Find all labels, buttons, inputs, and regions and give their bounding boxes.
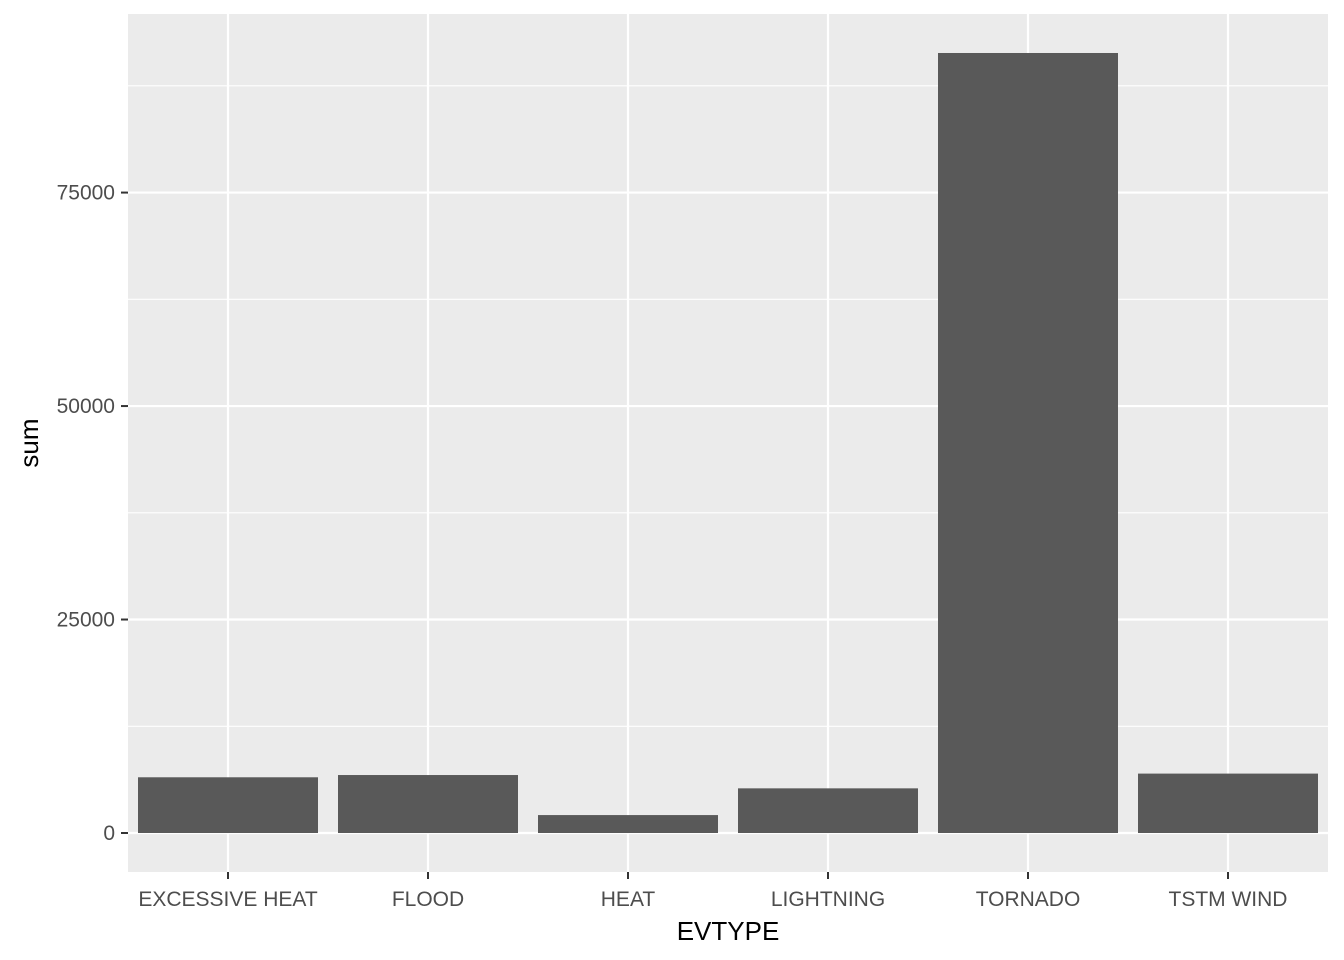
bar-flood <box>338 775 518 834</box>
bar-tornado <box>938 52 1118 834</box>
x-tick-label: HEAT <box>601 888 656 911</box>
bar-lightning <box>738 788 918 834</box>
minor-gridlines <box>128 85 1328 727</box>
bar-heat <box>538 815 718 834</box>
y-tick-label: 50000 <box>57 395 115 418</box>
y-axis-title: sum <box>14 418 44 467</box>
x-tick-label: TORNADO <box>976 888 1081 911</box>
bar-tstm-wind <box>1138 773 1318 834</box>
y-tick-label: 75000 <box>57 182 115 205</box>
y-axis: 0 25000 50000 75000 <box>57 182 128 845</box>
x-axis-title: EVTYPE <box>677 916 780 946</box>
x-tick-label: EXCESSIVE HEAT <box>138 888 318 911</box>
bar-excessive-heat <box>138 777 318 834</box>
bars <box>138 52 1318 834</box>
x-tick-label: TSTM WIND <box>1169 888 1288 911</box>
x-tick-label: FLOOD <box>392 888 464 911</box>
x-tick-label: LIGHTNING <box>771 888 885 911</box>
y-tick-label: 0 <box>103 822 115 845</box>
y-tick-label: 25000 <box>57 609 115 632</box>
plot-panel <box>128 14 1328 872</box>
x-axis: EXCESSIVE HEAT FLOOD HEAT LIGHTNING TORNADO T… <box>138 872 1287 911</box>
